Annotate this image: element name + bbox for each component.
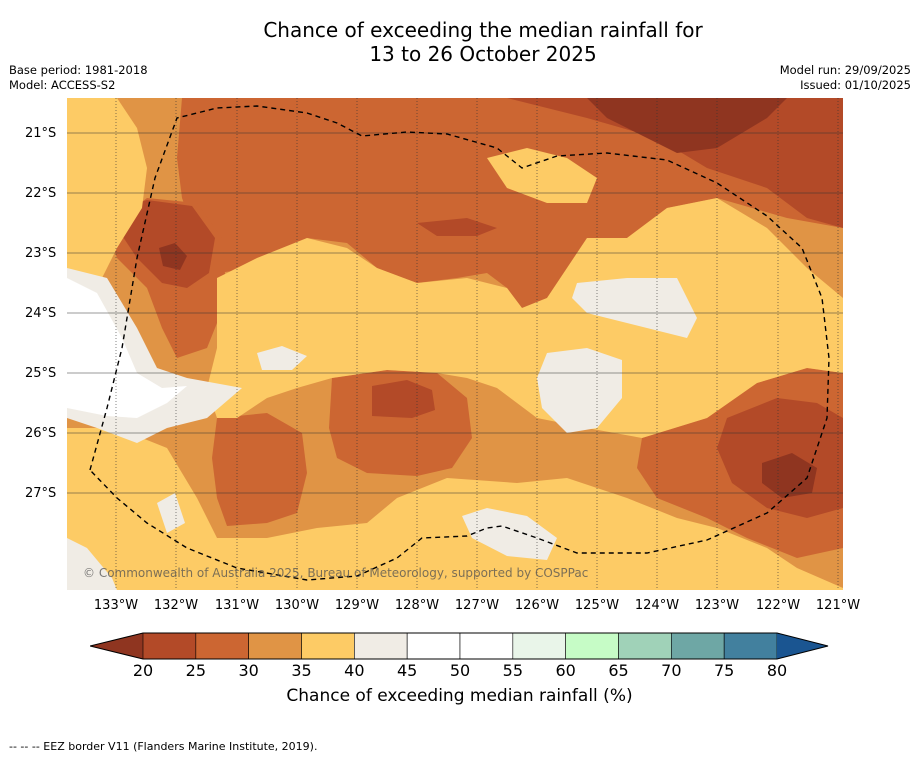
colorbar-tick-label: 50	[449, 661, 471, 680]
region-40-center	[207, 198, 843, 438]
lon-label-128: 128°W	[394, 598, 440, 613]
region-25-northeast	[507, 98, 843, 228]
colorbar-tick-label: 65	[608, 661, 629, 680]
colorbar-tick-label: 80	[766, 661, 788, 680]
colorbar-cell	[354, 632, 408, 660]
lon-label-133: 133°W	[93, 598, 139, 613]
title-line-2: 13 to 26 October 2025	[369, 42, 597, 66]
region-30-center	[329, 370, 472, 476]
lon-label-123: 123°W	[694, 598, 740, 613]
lon-label-124: 124°W	[634, 598, 680, 613]
region-45-east-2	[537, 348, 622, 433]
lat-label-22: 22°S	[25, 186, 57, 201]
colorbar-cell	[565, 632, 619, 660]
eez-border	[89, 105, 830, 581]
colorbar-cell	[406, 632, 461, 660]
colorbar-tick-label: 20	[132, 661, 154, 680]
region-20-east	[762, 453, 817, 498]
colorbar-tick-label: 45	[396, 661, 418, 680]
colorbar-cell	[142, 632, 197, 660]
lon-label-130: 130°W	[274, 598, 320, 613]
lon-label-127: 127°W	[454, 598, 500, 613]
colorbar-tick-label: 40	[344, 661, 365, 680]
lon-label-122: 122°W	[755, 598, 801, 613]
region-25-center	[372, 380, 435, 418]
colorbar-over-arrow	[777, 633, 828, 659]
colorbar-tick-label: 70	[661, 661, 682, 680]
region-30-southwest	[212, 413, 307, 526]
colorbar-cell	[723, 632, 778, 660]
colorbar	[90, 632, 829, 660]
region-40-north	[67, 98, 147, 298]
title-line-1: Chance of exceeding the median rainfall …	[263, 18, 703, 42]
copyright-notice: © Commonwealth of Australia 2025, Bureau…	[83, 566, 589, 580]
meta-right: Model run: 29/09/2025 Issued: 01/10/2025	[780, 63, 911, 93]
colorbar-under-arrow	[90, 633, 143, 659]
colorbar-label: Chance of exceeding median rainfall (%)	[286, 686, 633, 706]
lat-label-27: 27°S	[25, 486, 57, 501]
footer-note: -- -- -- EEZ border V11 (Flanders Marine…	[9, 740, 318, 753]
region-25-mid	[417, 218, 497, 236]
region-45-mid	[257, 346, 307, 370]
model-run: Model run: 29/09/2025	[779, 63, 911, 77]
region-45-southwest-corner	[67, 538, 117, 590]
lon-label-121: 121°W	[815, 598, 861, 613]
region-45-south	[462, 508, 557, 560]
colorbar-cell	[618, 632, 672, 660]
lat-label-21: 21°S	[25, 126, 57, 141]
colorbar-cell	[459, 632, 514, 660]
graticule	[67, 98, 843, 590]
region-45-south-west	[157, 493, 185, 533]
meta-left: Base period: 1981-2018 Model: ACCESS-S2	[9, 63, 148, 93]
colorbar-tick-label: 75	[713, 661, 735, 680]
lat-label-26: 26°S	[25, 426, 57, 441]
issued-date: Issued: 01/10/2025	[800, 78, 911, 92]
map-panel	[67, 98, 843, 590]
lat-label-23: 23°S	[25, 246, 57, 261]
colorbar-cell	[248, 632, 302, 660]
colorbar-tick-label: 35	[291, 661, 312, 680]
colorbar-cell	[671, 632, 725, 660]
lat-label-24: 24°S	[25, 306, 57, 321]
colorbar-tick-label: 55	[502, 661, 524, 680]
colorbar-tick-label: 60	[555, 661, 576, 680]
region-45-east-1	[572, 278, 697, 338]
colorbar-cell	[512, 632, 566, 660]
region-20-northeast	[587, 98, 787, 153]
chart-title: Chance of exceeding the median rainfall …	[0, 18, 919, 66]
lon-label-131: 131°W	[214, 598, 260, 613]
colorbar-tick-label: 30	[238, 661, 259, 680]
region-40-south	[67, 428, 843, 590]
colorbar-cell	[195, 632, 249, 660]
colorbar-outline	[90, 632, 829, 660]
colorbar-tick-label: 25	[185, 661, 207, 680]
lon-label-125: 125°W	[574, 598, 620, 613]
rainfall-map	[67, 98, 843, 590]
lon-label-129: 129°W	[334, 598, 380, 613]
lat-label-25: 25°S	[25, 366, 57, 381]
region-25-west	[107, 200, 215, 288]
lon-label-126: 126°W	[514, 598, 560, 613]
base-period: Base period: 1981-2018	[9, 63, 148, 77]
lon-label-132: 132°W	[153, 598, 199, 613]
region-20-west	[159, 243, 187, 270]
model-name: Model: ACCESS-S2	[9, 78, 116, 92]
colorbar-cell	[301, 632, 355, 660]
